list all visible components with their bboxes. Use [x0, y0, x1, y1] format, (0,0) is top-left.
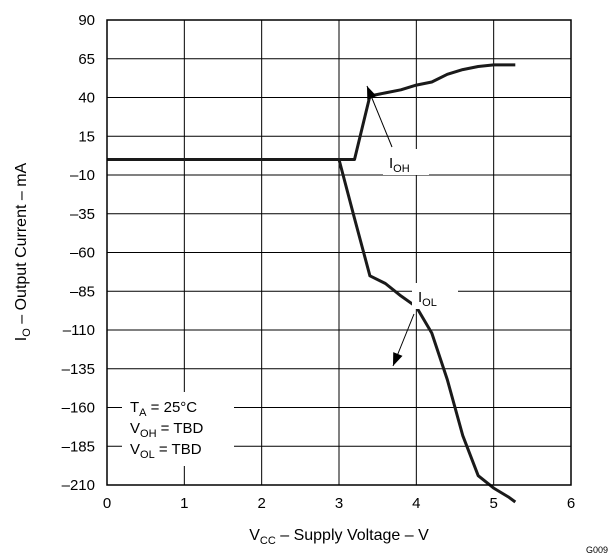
- series-line-ol: [107, 158, 517, 504]
- y-tick-label: –110: [63, 322, 95, 339]
- grid: [107, 20, 571, 485]
- y-tick-label: –85: [70, 283, 95, 300]
- x-tick-label: 0: [103, 495, 111, 512]
- leader-arrowhead-oh: [367, 86, 377, 100]
- y-tick-label: –35: [70, 206, 95, 223]
- series-label-bg-oh: [383, 149, 429, 175]
- condition-line: VOL = TBD: [130, 441, 202, 461]
- x-tick-label: 6: [567, 495, 575, 512]
- y-tick-label: 40: [78, 90, 95, 107]
- y-tick-label: –210: [62, 477, 95, 494]
- y-tick-labels: 90 65 40 15 –10 –35 –60 –85 –110 –135 –160 –185 –210: [62, 12, 95, 494]
- y-tick-label: –135: [62, 361, 95, 378]
- x-tick-label: 4: [412, 495, 420, 512]
- y-tick-label: 65: [78, 51, 95, 68]
- plot-frame: [106, 19, 572, 486]
- y-axis-title: IO – Output Current – mA: [13, 162, 33, 341]
- x-tick-label: 3: [335, 495, 343, 512]
- x-tick-labels: 0 1 2 3 4 5 6: [103, 495, 575, 512]
- y-tick-label: 90: [78, 12, 95, 29]
- condition-line: TA = 25°C: [130, 399, 197, 419]
- y-tick-label: 15: [78, 128, 95, 145]
- condition-line: VOH = TBD: [130, 420, 204, 440]
- series-label-bg-ol: [412, 283, 458, 309]
- x-tick-label: 2: [257, 495, 265, 512]
- series-line-oh: [107, 63, 516, 161]
- x-tick-label: 5: [489, 495, 497, 512]
- y-tick-label: –160: [62, 400, 95, 417]
- x-tick-label: 1: [180, 495, 188, 512]
- figure-code: G009: [586, 545, 608, 555]
- y-tick-label: –10: [70, 167, 95, 184]
- series-label-ol: IOL: [418, 289, 437, 309]
- y-tick-label: –185: [62, 438, 95, 455]
- leader-arrowhead-ol: [393, 352, 403, 366]
- x-axis-title: VCC – Supply Voltage – V: [249, 527, 429, 547]
- series-group: [107, 63, 517, 504]
- y-tick-label: –60: [70, 245, 95, 262]
- series-label-oh: IOH: [389, 155, 410, 175]
- conditions-bg: [122, 392, 234, 466]
- series-labels: IOH IOL: [366, 85, 458, 367]
